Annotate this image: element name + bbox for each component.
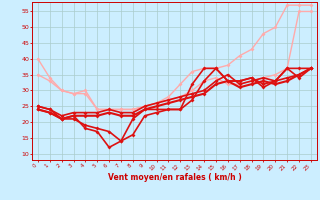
X-axis label: Vent moyen/en rafales ( km/h ): Vent moyen/en rafales ( km/h ) (108, 173, 241, 182)
